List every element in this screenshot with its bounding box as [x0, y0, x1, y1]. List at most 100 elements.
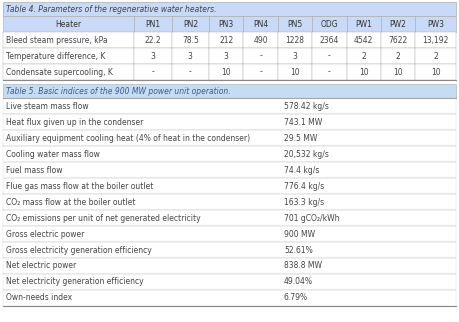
Bar [347, 64, 381, 80]
Bar [415, 64, 456, 80]
Bar [312, 64, 347, 80]
Bar [172, 32, 209, 48]
Bar [3, 48, 134, 64]
Bar [347, 48, 381, 64]
Text: Table 4. Parameters of the regenerative water heaters.: Table 4. Parameters of the regenerative … [6, 5, 217, 14]
Text: PN3: PN3 [218, 20, 234, 29]
Text: Table 5. Basic indices of the 900 MW power unit operation.: Table 5. Basic indices of the 900 MW pow… [6, 87, 230, 96]
Text: PW2: PW2 [390, 20, 407, 29]
Text: 838.8 MW: 838.8 MW [284, 261, 322, 270]
Text: 490: 490 [253, 35, 268, 44]
Text: 10: 10 [393, 68, 403, 77]
Text: CO₂ emissions per unit of net generated electricity: CO₂ emissions per unit of net generated … [6, 213, 201, 223]
Bar [278, 32, 312, 48]
Bar [172, 48, 209, 64]
Text: 743.1 MW: 743.1 MW [284, 118, 322, 127]
Text: 49.04%: 49.04% [284, 278, 313, 287]
Text: 10: 10 [221, 68, 231, 77]
Text: CO₂ mass flow at the boiler outlet: CO₂ mass flow at the boiler outlet [6, 197, 135, 206]
Text: -: - [328, 68, 331, 77]
Text: 776.4 kg/s: 776.4 kg/s [284, 182, 324, 191]
Text: -: - [259, 52, 262, 61]
Text: 2: 2 [361, 52, 366, 61]
Text: 20,532 kg/s: 20,532 kg/s [284, 149, 329, 158]
Bar [347, 16, 381, 32]
Text: PN5: PN5 [287, 20, 302, 29]
Text: -: - [328, 52, 331, 61]
Text: Flue gas mass flow at the boiler outlet: Flue gas mass flow at the boiler outlet [6, 182, 153, 191]
Bar [3, 210, 456, 226]
Bar [3, 16, 134, 32]
Bar [278, 64, 312, 80]
Text: 74.4 kg/s: 74.4 kg/s [284, 166, 319, 175]
Bar [243, 16, 278, 32]
Bar [3, 130, 456, 146]
Text: Bleed steam pressure, kPa: Bleed steam pressure, kPa [6, 35, 107, 44]
Text: 52.61%: 52.61% [284, 245, 313, 254]
Bar [415, 32, 456, 48]
Text: 78.5: 78.5 [182, 35, 199, 44]
Text: PW1: PW1 [355, 20, 372, 29]
Text: Net electricity generation efficiency: Net electricity generation efficiency [6, 278, 144, 287]
Bar [312, 32, 347, 48]
Text: 29.5 MW: 29.5 MW [284, 134, 317, 143]
Bar [209, 32, 243, 48]
Bar [381, 64, 415, 80]
Text: 4542: 4542 [354, 35, 374, 44]
Text: 2: 2 [396, 52, 401, 61]
Text: Heater: Heater [56, 20, 82, 29]
Text: Gross electric power: Gross electric power [6, 230, 84, 239]
Text: -: - [189, 68, 192, 77]
Bar [172, 16, 209, 32]
Text: 10: 10 [290, 68, 300, 77]
Text: 3: 3 [188, 52, 193, 61]
Text: 6.79%: 6.79% [284, 293, 308, 302]
Bar [381, 16, 415, 32]
Text: Auxiliary equipment cooling heat (4% of heat in the condenser): Auxiliary equipment cooling heat (4% of … [6, 134, 250, 143]
Bar [3, 242, 456, 258]
Bar [3, 2, 456, 16]
Text: 3: 3 [151, 52, 156, 61]
Text: 2: 2 [433, 52, 438, 61]
Text: 701 gCO₂/kWh: 701 gCO₂/kWh [284, 213, 339, 223]
Text: 3: 3 [292, 52, 297, 61]
Text: PN4: PN4 [253, 20, 268, 29]
Text: 212: 212 [219, 35, 233, 44]
Bar [278, 16, 312, 32]
Text: 2364: 2364 [319, 35, 339, 44]
Text: ODG: ODG [320, 20, 338, 29]
Text: PW3: PW3 [427, 20, 444, 29]
Bar [209, 64, 243, 80]
Text: 22.2: 22.2 [145, 35, 162, 44]
Bar [415, 48, 456, 64]
Bar [209, 48, 243, 64]
Bar [3, 258, 456, 274]
Bar [3, 64, 134, 80]
Text: Condensate supercooling, K: Condensate supercooling, K [6, 68, 113, 77]
Bar [3, 162, 456, 178]
Text: Live steam mass flow: Live steam mass flow [6, 101, 89, 110]
Bar [172, 64, 209, 80]
Bar [381, 32, 415, 48]
Bar [134, 64, 172, 80]
Bar [134, 16, 172, 32]
Text: Temperature difference, K: Temperature difference, K [6, 52, 106, 61]
Text: PN2: PN2 [183, 20, 198, 29]
Text: Fuel mass flow: Fuel mass flow [6, 166, 62, 175]
Text: 900 MW: 900 MW [284, 230, 315, 239]
Bar [3, 178, 456, 194]
Bar [3, 114, 456, 130]
Bar [3, 290, 456, 306]
Text: Heat flux given up in the condenser: Heat flux given up in the condenser [6, 118, 143, 127]
Text: 578.42 kg/s: 578.42 kg/s [284, 101, 329, 110]
Bar [347, 32, 381, 48]
Bar [134, 48, 172, 64]
Bar [312, 48, 347, 64]
Text: 13,192: 13,192 [422, 35, 449, 44]
Text: 1228: 1228 [285, 35, 304, 44]
Text: Net electric power: Net electric power [6, 261, 76, 270]
Text: Gross electricity generation efficiency: Gross electricity generation efficiency [6, 245, 152, 254]
Bar [3, 98, 456, 114]
Text: 10: 10 [359, 68, 369, 77]
Bar [415, 16, 456, 32]
